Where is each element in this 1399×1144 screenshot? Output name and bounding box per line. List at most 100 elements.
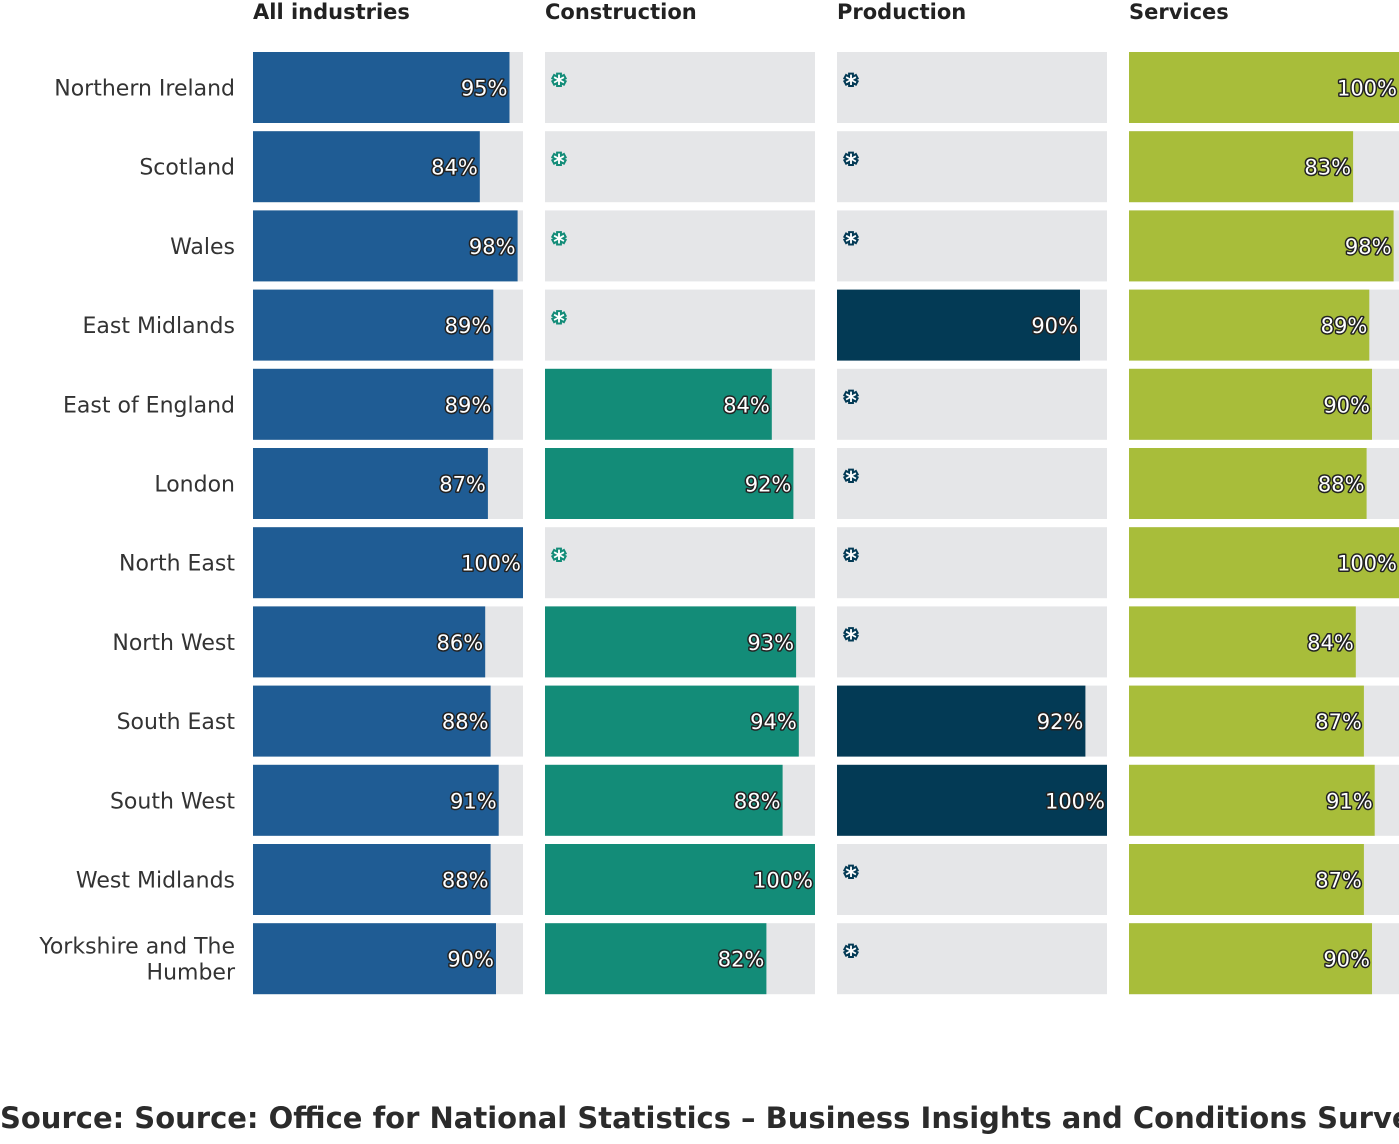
- bar: [545, 685, 799, 757]
- row-label-line: Humber: [147, 961, 236, 986]
- bar-track: [837, 52, 1107, 123]
- bar: [545, 764, 783, 836]
- suppressed-marker: *: [553, 230, 565, 255]
- bar: [253, 368, 494, 440]
- data-label: 95%: [461, 77, 508, 101]
- data-label: 90%: [1323, 948, 1370, 972]
- data-label: 100%: [1045, 789, 1105, 813]
- data-label: 98%: [1345, 235, 1392, 259]
- bar: [1129, 685, 1364, 757]
- bar-track: [545, 289, 815, 361]
- data-label: 90%: [447, 948, 494, 972]
- data-label: 86%: [437, 631, 484, 655]
- data-label: 87%: [439, 473, 486, 497]
- suppressed-marker: *: [845, 389, 857, 414]
- source-note: Source: Source: Office for National Stat…: [0, 1101, 1399, 1135]
- data-label: 84%: [723, 393, 770, 417]
- bar: [253, 685, 491, 757]
- bar: [253, 131, 480, 203]
- data-label: 83%: [1304, 156, 1351, 180]
- row-label: Yorkshire and The Humber: [38, 935, 236, 986]
- panel-title: Construction: [545, 0, 697, 24]
- suppressed-marker: *: [845, 468, 857, 493]
- bar: [253, 448, 488, 519]
- bar: [253, 606, 486, 678]
- suppressed-marker: *: [553, 72, 565, 97]
- suppressed-marker: *: [845, 943, 857, 968]
- data-label: 94%: [750, 710, 797, 734]
- suppressed-marker: *: [845, 151, 857, 176]
- row-label: South West: [110, 789, 235, 814]
- bar: [1129, 210, 1394, 282]
- bar: [545, 606, 797, 678]
- bar: [545, 448, 794, 519]
- bar-track: [837, 923, 1107, 995]
- bar: [1129, 368, 1372, 440]
- data-label: 93%: [747, 631, 794, 655]
- data-label: 82%: [718, 948, 765, 972]
- data-label: 89%: [445, 314, 492, 338]
- suppressed-marker: *: [845, 72, 857, 97]
- bar: [1129, 606, 1356, 678]
- bar: [1129, 131, 1354, 203]
- data-label: 91%: [450, 789, 497, 813]
- bar: [253, 764, 499, 836]
- row-label: Scotland: [139, 156, 235, 181]
- row-label: South East: [117, 710, 236, 735]
- data-label: 88%: [442, 869, 489, 893]
- bar: [253, 923, 496, 995]
- suppressed-marker: *: [553, 151, 565, 176]
- suppressed-marker: *: [553, 310, 565, 335]
- row-label-line: Yorkshire and The: [38, 935, 235, 960]
- row-label: London: [154, 473, 235, 498]
- suppressed-marker: *: [845, 547, 857, 572]
- data-label: 91%: [1326, 789, 1373, 813]
- bar: [1129, 923, 1372, 995]
- row-label: North West: [112, 631, 235, 656]
- data-label: 87%: [1315, 869, 1362, 893]
- bar: [253, 289, 494, 361]
- bar: [837, 764, 1107, 836]
- suppressed-marker: *: [845, 626, 857, 651]
- row-label: Wales: [170, 235, 235, 260]
- bar: [253, 844, 491, 915]
- bar: [837, 289, 1080, 361]
- data-label: 100%: [1337, 552, 1397, 576]
- data-label: 100%: [1337, 77, 1397, 101]
- bar-track: [545, 52, 815, 123]
- bar: [837, 685, 1086, 757]
- row-label: West Midlands: [76, 869, 235, 894]
- data-label: 89%: [445, 393, 492, 417]
- suppressed-marker: *: [553, 547, 565, 572]
- bar: [1129, 448, 1367, 519]
- row-label: East of England: [63, 393, 235, 418]
- data-label: 88%: [442, 710, 489, 734]
- suppressed-marker: *: [845, 230, 857, 255]
- bar: [1129, 527, 1399, 599]
- data-label: 100%: [753, 869, 813, 893]
- data-label: 92%: [1037, 710, 1084, 734]
- data-label: 92%: [745, 473, 792, 497]
- panel-title: Production: [837, 0, 966, 24]
- bar-track: [837, 131, 1107, 203]
- data-label: 98%: [469, 235, 516, 259]
- bar-track: [837, 448, 1107, 519]
- suppressed-marker: *: [845, 864, 857, 889]
- bar-track: [545, 131, 815, 203]
- data-label: 100%: [461, 552, 521, 576]
- data-label: 90%: [1031, 314, 1078, 338]
- row-label: East Midlands: [83, 314, 236, 339]
- data-label: 90%: [1323, 393, 1370, 417]
- data-label: 89%: [1321, 314, 1368, 338]
- bar: [1129, 844, 1364, 915]
- data-label: 87%: [1315, 710, 1362, 734]
- bar-track: [837, 368, 1107, 440]
- bar-track: [837, 210, 1107, 282]
- bar: [253, 52, 510, 123]
- panel-title: All industries: [253, 0, 410, 24]
- panel-title: Services: [1129, 0, 1229, 24]
- bar: [545, 368, 772, 440]
- bar: [545, 923, 767, 995]
- bar: [253, 210, 518, 282]
